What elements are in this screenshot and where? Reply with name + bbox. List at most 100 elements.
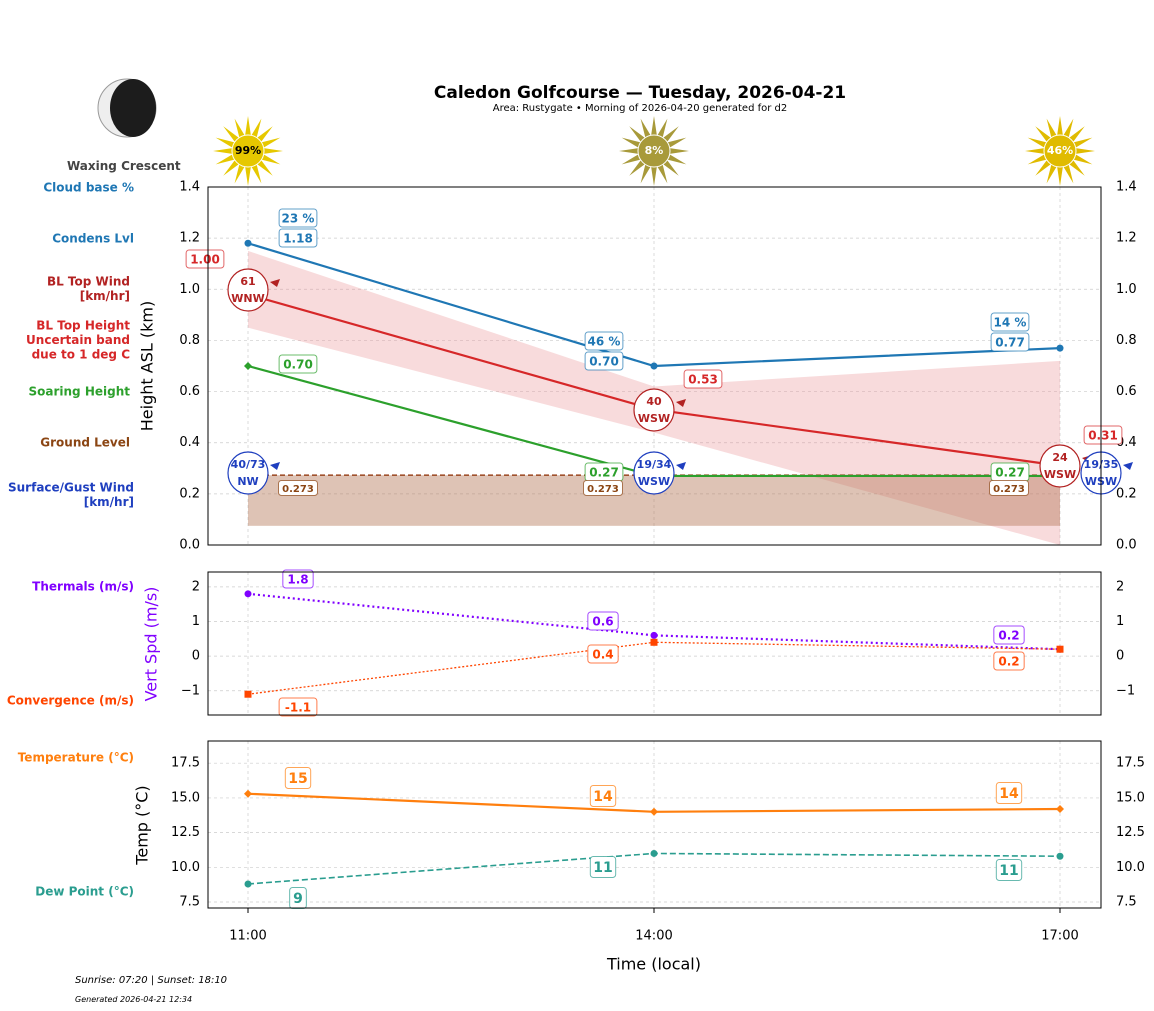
condens-label: 0.70 (589, 355, 619, 369)
y-tick-label-right: 10.0 (1116, 860, 1145, 875)
temperature-point (650, 807, 658, 816)
y-tick-label: −1 (181, 683, 200, 698)
y-tick-label-right: 0.0 (1116, 538, 1137, 553)
condens-label-box (278, 228, 318, 248)
sun-times: Sunrise: 07:20 | Sunset: 18:10 (75, 975, 228, 986)
cloud-base-pct-label-box (584, 331, 624, 351)
sun-rays (1025, 116, 1095, 186)
y-tick-label: 1 (192, 614, 200, 629)
bl-wind-speed: 40 (646, 395, 662, 408)
dewpoint-label: 11 (999, 863, 1018, 879)
y-tick-label: 10.0 (171, 860, 200, 875)
dewpoint-label: 9 (293, 891, 303, 907)
sun-rays (213, 116, 283, 186)
y-tick-label: 2 (192, 579, 200, 594)
convergence-point (244, 690, 252, 698)
surface-wind-circle (227, 451, 269, 495)
cloud-base-pct-label: 14 % (994, 316, 1027, 330)
surface-wind-speed: 19/34 (637, 458, 672, 471)
condens-label: 0.77 (995, 336, 1025, 350)
convergence-label-box (587, 644, 619, 664)
y-tick-label-right: 0.2 (1116, 486, 1137, 501)
bl-top-label-box (1083, 425, 1123, 445)
bl-wind-speed: 61 (240, 275, 255, 288)
y-tick-label: 0.0 (179, 538, 200, 553)
y-tick-label: 0.2 (179, 486, 200, 501)
y-tick-label-right: 17.5 (1116, 756, 1145, 771)
temperature-point (1056, 805, 1064, 814)
bl-wind-direction: WSW (638, 412, 670, 425)
side-label: due to 1 deg C (32, 348, 131, 362)
bl-top-label-box (683, 369, 723, 389)
dewpoint-label-box (995, 859, 1023, 881)
bl-wind-speed: 24 (1052, 451, 1068, 464)
y-tick-label-right: 0.8 (1116, 333, 1137, 348)
bl-top-label: 0.31 (1088, 429, 1118, 443)
ground-label: 0.273 (587, 484, 619, 495)
y-tick-label: 0.6 (179, 384, 200, 399)
dewpoint-point (244, 880, 252, 888)
y-tick-label-right: 1.2 (1116, 231, 1137, 246)
y-tick-label-right: 15.0 (1116, 790, 1145, 805)
thermals-point (244, 590, 252, 598)
y-tick-label: 17.5 (171, 756, 200, 771)
sun-core (231, 134, 265, 168)
surface-wind-circle (633, 451, 675, 495)
thermals-label: 1.8 (287, 573, 308, 587)
side-label: Convergence (m/s) (7, 694, 134, 708)
convergence-label: -1.1 (285, 701, 311, 715)
y-tick-label: 0.8 (179, 333, 200, 348)
convergence-label-box (278, 697, 318, 717)
dewpoint-label: 11 (593, 860, 612, 876)
cloud-base-pct-label: 46 % (588, 335, 621, 349)
side-label: BL Top Wind (47, 275, 130, 289)
condens-point (650, 362, 658, 370)
y-tick-label-right: 1 (1116, 614, 1124, 629)
sun-core (1043, 134, 1077, 168)
bl-wind-circle (227, 268, 269, 312)
thermals-line (247, 592, 1061, 651)
y-tick-label-right: 7.5 (1116, 895, 1137, 910)
side-label: Soaring Height (29, 385, 131, 399)
y-tick-label: 1.4 (179, 180, 200, 195)
sun-percent-label: 99% (235, 144, 261, 157)
thermals-label: 0.2 (998, 629, 1019, 643)
side-label: Ground Level (40, 436, 130, 450)
ground-label-box (583, 480, 623, 496)
sun-rays (619, 116, 689, 186)
y-tick-label: 12.5 (171, 825, 200, 840)
y-tick-label: 0.4 (179, 435, 200, 450)
dewpoint-point (650, 849, 658, 857)
sun-percent-label: 8% (645, 144, 664, 157)
plot-frame (207, 740, 1102, 909)
side-label: Temperature (°C) (18, 751, 134, 765)
convergence-label-box (993, 651, 1025, 671)
dewpoint-point (1056, 852, 1064, 860)
bl-wind-circle (1039, 444, 1081, 488)
side-label: Dew Point (°C) (35, 885, 134, 899)
surface-wind-arrow-icon (676, 462, 686, 470)
y-tick-label: 7.5 (179, 895, 200, 910)
soaring-label-box (278, 354, 318, 374)
cloud-base-pct-label-box (990, 312, 1030, 332)
temperature-point (244, 789, 252, 798)
bl-wind-direction: WNW (231, 292, 264, 305)
temperature-label-box (995, 782, 1023, 804)
temperature-label: 14 (593, 789, 613, 805)
ground-label: 0.273 (993, 484, 1025, 495)
y-tick-label-right: 12.5 (1116, 825, 1145, 840)
y-tick-label-right: 0 (1116, 649, 1124, 664)
ground-label: 0.273 (282, 484, 314, 495)
x-tick-label: 14:00 (635, 929, 672, 944)
temperature-label-box (589, 785, 617, 807)
y-tick-label-right: 2 (1116, 579, 1124, 594)
side-label: Condens Lvl (52, 232, 134, 246)
chart-subtitle: Area: Rustygate • Morning of 2026-04-20 … (492, 103, 788, 114)
sun-core (637, 134, 671, 168)
condens-label: 1.18 (283, 232, 313, 246)
surface-wind-direction: WSW (638, 475, 670, 488)
condens-point (244, 239, 252, 247)
thermals-label-box (993, 625, 1025, 645)
